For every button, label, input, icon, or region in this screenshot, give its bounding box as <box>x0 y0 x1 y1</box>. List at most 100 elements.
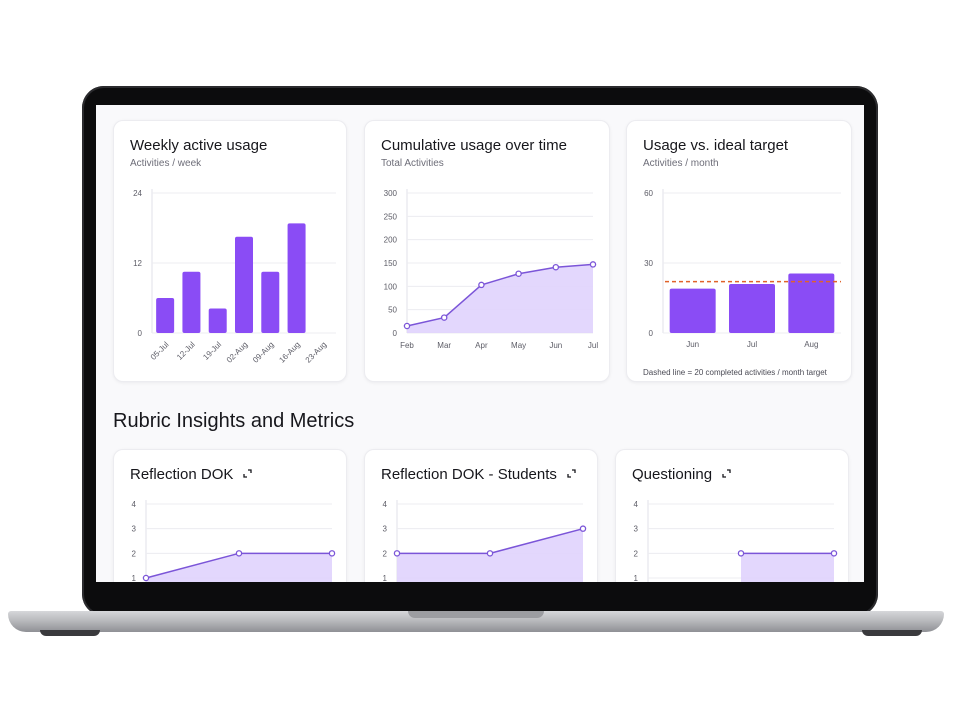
weekly-usage-card: Weekly active usage Activities / week 0 1… <box>113 120 347 382</box>
card-title-text: Reflection DOK <box>130 466 234 483</box>
y-tick-label: 3 <box>383 525 388 534</box>
laptop-base <box>8 611 944 632</box>
bar <box>287 223 306 333</box>
y-tick-label: 0 <box>138 329 143 338</box>
y-tick-label: 1 <box>132 574 137 582</box>
laptop-notch <box>408 611 544 618</box>
data-point <box>403 322 411 330</box>
bar <box>729 284 775 333</box>
data-point <box>440 314 448 321</box>
bar <box>182 271 201 333</box>
y-tick-label: 2 <box>132 549 137 558</box>
x-tick-label: Jun <box>686 340 699 349</box>
x-tick-label: 16-Aug <box>277 340 302 365</box>
x-tick-label: 12-Jul <box>175 340 197 362</box>
bar <box>235 236 253 333</box>
card-title: Weekly active usage <box>130 137 268 154</box>
x-tick-label: 19-Jul <box>201 340 223 362</box>
weekly-usage-chart: 0 12 24 05-Jul 12-Jul 19-Jul 02-Aug 09-Aug 16-Au… <box>133 189 336 365</box>
x-tick-label: 23-Aug <box>304 340 329 365</box>
x-tick-label: Jul <box>747 340 757 349</box>
card-subtitle: Activities / week <box>130 158 202 169</box>
data-point <box>589 261 597 268</box>
bar <box>788 273 835 333</box>
data-point <box>830 550 838 557</box>
y-tick-label: 50 <box>388 306 397 315</box>
data-point <box>579 525 587 532</box>
x-tick-label: Apr <box>475 341 488 350</box>
y-tick-label: 200 <box>384 236 398 245</box>
y-tick-label: 2 <box>383 549 388 558</box>
x-tick-label: Aug <box>804 340 818 349</box>
section-title: Rubric Insights and Metrics <box>113 410 355 432</box>
area-fill <box>741 553 834 582</box>
y-tick-label: 1 <box>383 574 388 582</box>
x-tick-label: 02-Aug <box>225 340 250 365</box>
x-tick-label: Jun <box>549 341 562 350</box>
data-point <box>393 550 401 557</box>
y-tick-label: 300 <box>384 189 398 198</box>
data-point <box>478 281 485 289</box>
y-tick-label: 24 <box>133 189 142 198</box>
questioning-card: Questioning 1 2 3 4 <box>615 449 849 582</box>
data-point <box>737 550 745 557</box>
card-subtitle: Total Activities <box>381 158 444 169</box>
card-title: Questioning <box>632 466 731 483</box>
y-tick-label: 0 <box>393 329 398 338</box>
card-title: Reflection DOK <box>130 466 253 483</box>
y-tick-label: 4 <box>634 500 639 509</box>
reflection-dok-students-chart: 1 2 3 4 <box>383 500 587 582</box>
expand-icon[interactable] <box>243 469 253 478</box>
laptop-foot-right <box>862 630 922 636</box>
bar <box>208 308 227 333</box>
y-tick-label: 3 <box>132 525 137 534</box>
target-footnote: Dashed line = 20 completed activities / … <box>643 368 827 377</box>
reflection-dok-chart: 1 2 3 4 <box>132 500 336 582</box>
y-tick-label: 2 <box>634 549 639 558</box>
y-tick-label: 1 <box>634 574 639 582</box>
x-tick-label: 05-Jul <box>149 340 171 362</box>
data-point <box>552 263 560 271</box>
cumulative-usage-card: Cumulative usage over time Total Activit… <box>364 120 610 382</box>
dashboard-screen: Weekly active usage Activities / week 0 1… <box>96 105 864 582</box>
card-title: Usage vs. ideal target <box>643 137 789 154</box>
y-tick-label: 3 <box>634 525 639 534</box>
y-tick-label: 250 <box>384 212 398 221</box>
x-tick-label: Jul <box>588 341 598 350</box>
reflection-dok-card: Reflection DOK 1 2 3 4 <box>113 449 347 582</box>
area-fill <box>146 553 332 582</box>
reflection-dok-students-card: Reflection DOK - Students 1 2 3 4 <box>364 449 598 582</box>
questioning-chart: 1 2 3 4 <box>634 500 838 582</box>
series-line <box>406 263 594 327</box>
laptop-foot-left <box>40 630 100 636</box>
data-point <box>328 550 336 557</box>
data-point <box>486 550 494 557</box>
x-tick-label: Feb <box>400 341 414 350</box>
y-tick-label: 150 <box>384 259 398 268</box>
data-point <box>235 550 243 557</box>
y-tick-label: 12 <box>133 259 142 268</box>
x-tick-label: Mar <box>437 341 451 350</box>
bar <box>261 271 280 333</box>
usage-target-card: Usage vs. ideal target Activities / mont… <box>626 120 852 382</box>
data-point <box>142 574 150 582</box>
cumulative-usage-chart: 0 50 100 150 200 250 300 Feb Mar Apr May Jun Jul <box>384 189 598 350</box>
y-tick-label: 30 <box>644 259 653 268</box>
card-title-text: Reflection DOK - Students <box>381 466 557 483</box>
x-tick-label: 09-Aug <box>251 340 276 365</box>
y-tick-label: 4 <box>132 500 137 509</box>
card-title-text: Questioning <box>632 466 713 483</box>
expand-icon[interactable] <box>567 469 576 478</box>
y-tick-label: 4 <box>383 500 388 509</box>
y-tick-label: 0 <box>649 329 654 338</box>
data-point <box>515 270 522 277</box>
card-subtitle: Activities / month <box>643 158 719 169</box>
expand-icon[interactable] <box>722 469 731 478</box>
y-tick-label: 60 <box>644 189 653 198</box>
bar <box>669 288 716 333</box>
x-tick-label: May <box>511 341 526 350</box>
card-title: Cumulative usage over time <box>381 137 567 154</box>
bar <box>156 298 175 333</box>
usage-target-chart: 0 30 60 Jun Jul Aug <box>644 189 841 349</box>
card-title: Reflection DOK - Students <box>381 466 576 483</box>
